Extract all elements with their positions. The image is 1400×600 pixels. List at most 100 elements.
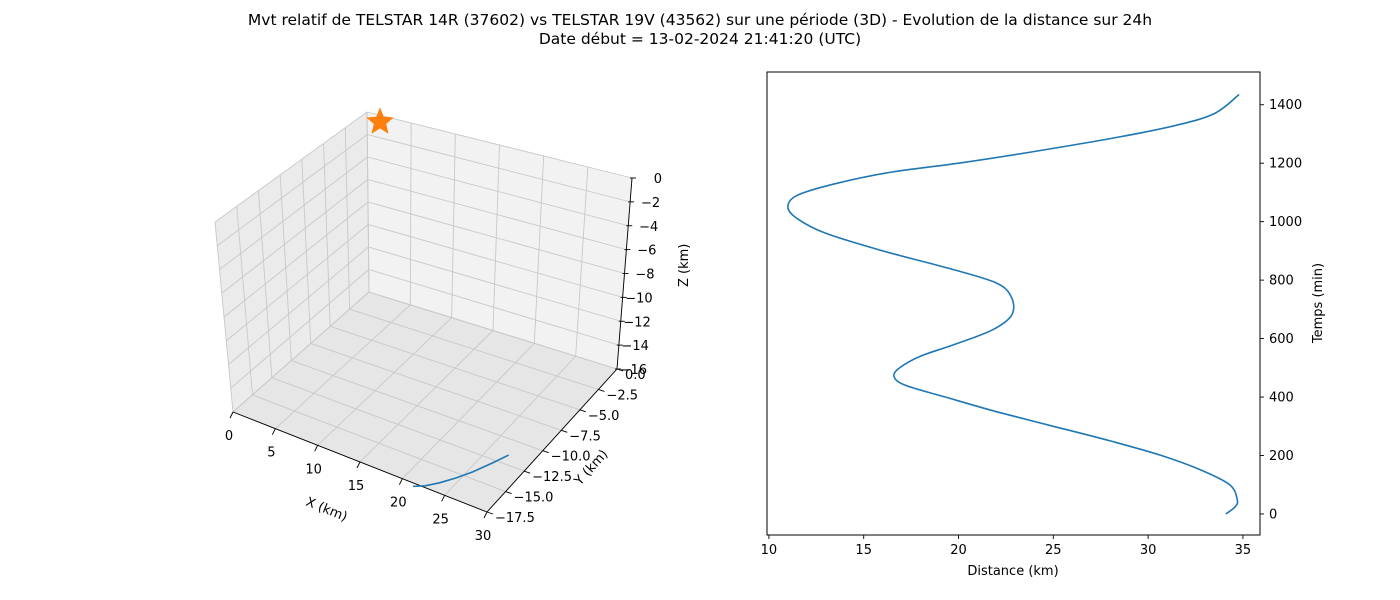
x-tick-label-3d: 25 [432,512,449,527]
grid-line-y-floor [310,343,562,431]
y-tick-mark-3d [486,511,494,515]
z-axis-label-3d: Z (km) [677,244,692,287]
x-tick-mark-3d [229,411,234,419]
y-tick-mark-3d [598,389,605,392]
x-tick-label-3d: 15 [348,479,365,494]
series-3d [366,107,510,488]
x-tick-mark-3d [314,445,319,452]
distance-line [787,93,1240,515]
grid-line-y-floor [330,325,580,411]
grid-line-y-floor [271,377,525,472]
y-tick-label-3d: −17.5 [495,511,535,526]
y-tick-label: 600 [1269,332,1294,347]
grid-line-z-back [368,269,620,346]
x-tick-label: 20 [950,543,967,558]
x-tick-label-3d: 10 [305,462,322,477]
grid-line-z-left [225,224,369,342]
x-tick-label: 35 [1235,543,1252,558]
grid-3d [214,111,633,513]
y-tick-label: 200 [1269,449,1294,464]
y-ticks: 0 200 400 600 800 1000 1200 1400 [1260,98,1302,522]
x-tick-label: 10 [761,543,778,558]
y-tick-label: 1000 [1269,215,1302,230]
plot-frame [766,71,1261,536]
plot-3d-trajectory: 0 5 10 15 20 25 30 0.0 −2.5 −5.0 −7.5 −10.0 −12.5 −15… [214,107,692,544]
y-tick-mark-3d [542,450,549,454]
z-tick-label-3d: −16 [620,363,647,378]
pane-floor [233,292,617,512]
figure-title-line1: Mvt relatif de TELSTAR 14R (37602) vs TE… [248,11,1152,29]
x-tick-mark-3d [271,428,276,435]
y-axis-line-3d [486,368,618,513]
y-tick-label-3d: −10.0 [551,450,591,465]
x-tick-label-3d: 0 [225,429,233,444]
grid-line-x-floor [444,355,576,496]
x-tick-mark-3d [441,495,446,502]
x-axis-label: Distance (km) [967,564,1058,579]
z-tick-label-3d: 0 [654,172,662,187]
grid-line-z-back [367,201,625,274]
grid-line-z-left [221,179,369,294]
x-ticks: 10 15 20 25 30 35 [761,535,1252,558]
y-tick-label: 400 [1269,391,1294,406]
grid-line-z-left [232,291,370,413]
grid-line-z-left [230,269,370,389]
series-2d [787,93,1240,515]
grid-line-z-back [367,134,631,203]
x-axis-label-3d: X (km) [304,495,350,525]
pane-left [215,112,369,412]
grid-line-z-back [368,224,623,298]
grid-line-z-left [223,201,369,318]
y-tick-mark-3d [524,470,531,474]
grid-line-x-floor [317,317,452,446]
x-tick-label-3d: 20 [390,496,407,511]
x-tick-mark-3d [483,511,488,519]
y-tick-label-3d: −12.5 [532,470,572,485]
grid-line-y-floor [291,360,543,452]
grid-line-z-left [214,111,368,223]
z-tick-label-3d: −4 [639,220,658,235]
x-tick-label: 30 [1140,543,1157,558]
trajectory-line-3d [412,454,510,488]
grid-line-z-left [228,246,369,365]
grid-line-y-floor [349,308,599,390]
y-tick-label: 1200 [1269,157,1302,172]
y-tick-mark-3d [505,491,512,494]
figure-title-line2: Date début = 13-02-2024 21:41:20 (UTC) [539,30,861,48]
y-axis-label: Temps (min) [1311,263,1326,344]
grid-line-x-floor [275,304,411,429]
y-tick-label: 1400 [1269,98,1302,113]
x-tick-label: 15 [855,543,872,558]
grid-line-x-floor [359,330,494,463]
z-tick-label-3d: −8 [635,268,654,283]
x-tick-mark-3d [398,478,403,485]
z-tick-label-3d: −14 [621,339,648,354]
y-tick-label-3d: −7.5 [569,429,601,444]
grid-line-z-back [368,291,618,370]
x-tick-label-3d: 30 [475,529,492,544]
grid-line-z-back [367,179,627,251]
y-tick-mark-3d [561,429,568,433]
y-tick-label-3d: −5.0 [588,409,620,424]
y-tick-label: 0 [1269,507,1277,522]
z-tick-label-3d: −12 [623,315,650,330]
y-tick-label-3d: −15.0 [514,491,554,506]
z-tick-label-3d: −2 [641,196,660,211]
z-tick-label-3d: −10 [625,291,652,306]
ticks-3d: 0 5 10 15 20 25 30 0.0 −2.5 −5.0 −7.5 −10.0 −12.5 −15… [225,172,662,544]
grid-line-z-left [216,134,368,247]
plot-distance-vs-time: 10 15 20 25 30 35 0 200 400 600 800 1000 1200 1400 D… [761,71,1326,579]
z-tick-label-3d: −6 [637,244,656,259]
x-tick-label-3d: 5 [267,446,275,461]
grid-line-z-back [366,111,633,179]
y-tick-label: 800 [1269,274,1294,289]
y-tick-mark-3d [579,409,586,413]
y-tick-label-3d: −2.5 [606,388,638,403]
x-tick-mark-3d [356,461,361,469]
grid-line-z-back [367,156,629,227]
x-tick-label: 25 [1045,543,1062,558]
y-tick-label-3d: 0.0 [625,368,646,383]
grid-line-z-left [219,156,368,270]
grid-line-x-floor [402,343,535,479]
